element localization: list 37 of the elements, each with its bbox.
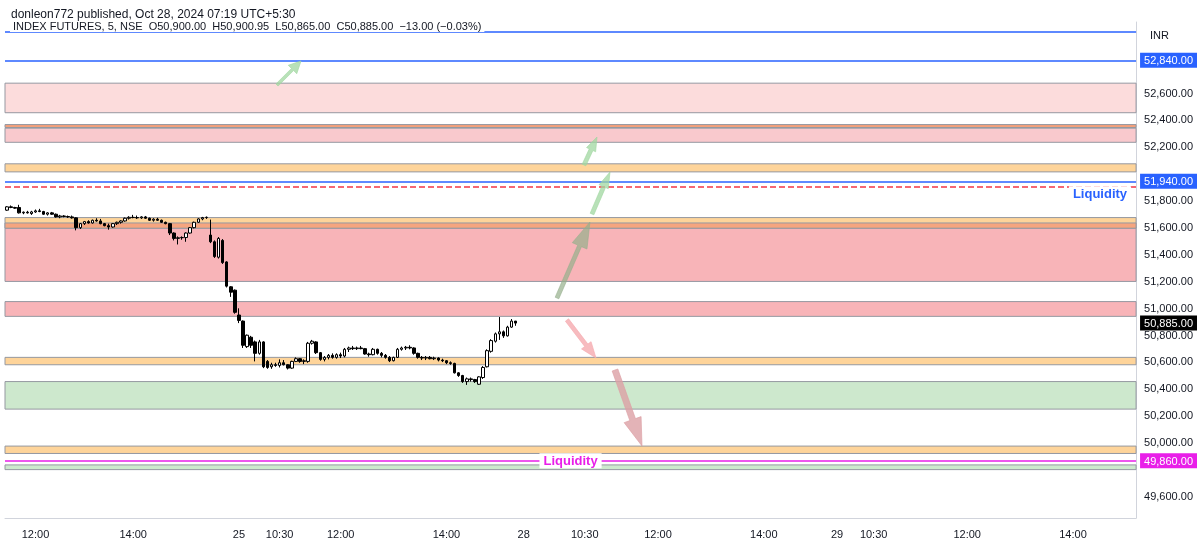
y-tick-label: 50,000.00	[1144, 436, 1193, 449]
y-tick-label: 51,400.00	[1144, 247, 1193, 260]
y-tick-label: 50,600.00	[1144, 355, 1193, 368]
y-tick-label: 50,400.00	[1144, 382, 1193, 395]
y-tick-label: 50,200.00	[1144, 409, 1193, 422]
x-tick-label: 29	[830, 527, 844, 540]
x-tick-label: 14:00	[750, 527, 778, 540]
y-tick-label: 50,800.00	[1144, 328, 1193, 341]
y-tick-label: 51,200.00	[1144, 274, 1193, 287]
y-tick-label: 49,860.00	[1144, 454, 1193, 467]
x-tick-label: 10:30	[571, 527, 599, 540]
x-tick-label: 14:00	[432, 527, 461, 540]
ref-line-label: Liquidity	[1072, 186, 1128, 202]
x-tick-label: 14:00	[119, 527, 147, 540]
x-tick-label: 12:00	[326, 527, 355, 540]
x-tick-label: 12:00	[644, 527, 672, 540]
y-tick-label: 51,940.00	[1144, 175, 1193, 188]
y-tick-label: 52,600.00	[1144, 86, 1193, 99]
y-axis-title: INR	[1150, 28, 1170, 41]
y-tick-label: 50,885.00	[1144, 317, 1193, 330]
y-tick-label: 49,600.00	[1144, 489, 1193, 502]
x-tick-label: 12:00	[21, 527, 50, 540]
x-tick-label: 28	[517, 527, 530, 540]
y-tick-label: 51,800.00	[1144, 194, 1193, 207]
y-tick-label: 51,000.00	[1144, 301, 1193, 314]
x-tick-label: 25	[232, 527, 246, 540]
ref-line-label: Liquidity	[543, 453, 599, 469]
y-tick-label: 52,400.00	[1144, 113, 1193, 126]
x-tick-label: 10:30	[859, 527, 888, 540]
y-tick-label: 52,200.00	[1144, 140, 1193, 153]
chart-title: INDEX FUTURES, 5, NSE O50,900.00 H50,900.95 L50,865.00 C50,885.00 −13.00 (−0.03%)	[13, 19, 482, 32]
x-tick-label: 12:00	[953, 527, 981, 540]
x-tick-label: 10:30	[265, 527, 294, 540]
x-tick-label: 14:00	[1059, 527, 1087, 540]
text: donleon772 published, Oct 28, 2024 07:19 UTC+5:30	[11, 7, 296, 21]
y-tick-label: 51,600.00	[1144, 220, 1193, 233]
y-tick-label: 52,840.00	[1144, 54, 1193, 67]
